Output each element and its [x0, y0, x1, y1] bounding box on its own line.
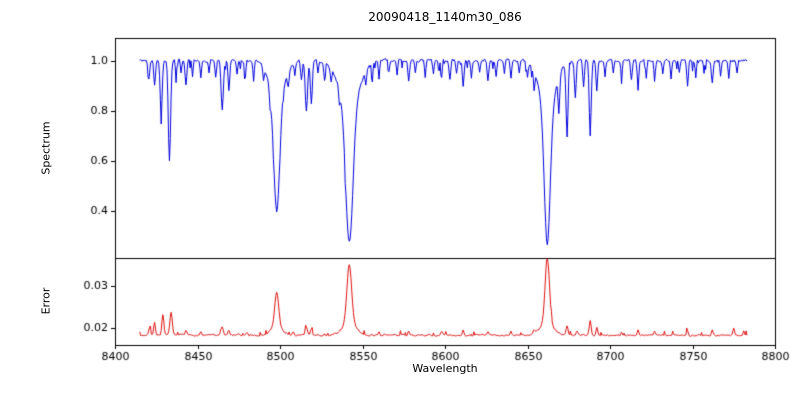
error-axis-label: Error — [39, 287, 53, 315]
spectrum-axis-label: Spectrum — [39, 121, 53, 175]
wavelength-axis-label: Wavelength — [412, 362, 478, 375]
chart-title: 20090418_1140m30_086 — [368, 10, 522, 24]
